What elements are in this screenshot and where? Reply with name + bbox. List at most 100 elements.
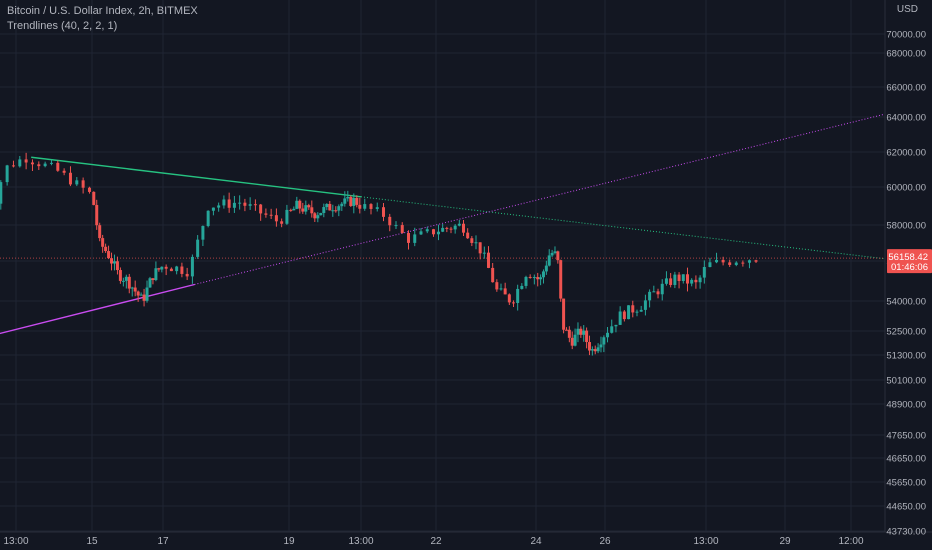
y-tick-label: 58000.00 — [886, 221, 926, 232]
candle-body — [358, 204, 362, 209]
support-trendline — [0, 283, 195, 335]
candle-body — [610, 326, 614, 333]
candle-body — [238, 202, 242, 204]
y-tick-label: 43730.00 — [886, 527, 926, 538]
candle-body — [495, 282, 499, 290]
x-tick-label: 26 — [599, 536, 611, 547]
candle-body — [127, 276, 131, 289]
candle-body — [382, 207, 385, 217]
candle-body — [579, 328, 583, 335]
candle-body — [227, 199, 231, 208]
candle-body — [400, 225, 404, 234]
candle-body — [325, 203, 329, 208]
candle-body — [721, 259, 725, 263]
candle-body — [363, 204, 367, 209]
y-tick-label: 45650.00 — [886, 478, 926, 489]
candle-body — [499, 288, 503, 290]
candle-body — [457, 223, 461, 226]
candle-body — [567, 329, 571, 338]
x-tick-label: 29 — [779, 536, 791, 547]
candle-body — [512, 302, 515, 304]
candle-body — [68, 172, 72, 185]
candle-body — [334, 210, 338, 212]
candle-body — [175, 266, 179, 272]
candle-body — [118, 270, 122, 281]
candle-body — [453, 225, 457, 230]
candle-body — [104, 246, 108, 252]
candle-body — [217, 205, 221, 208]
candle-body — [685, 274, 689, 284]
candle-body — [280, 221, 284, 224]
y-tick-label: 47650.00 — [886, 431, 926, 442]
y-tick-label: 54000.00 — [886, 297, 926, 308]
candle-body — [264, 213, 268, 215]
candle-body — [107, 251, 111, 259]
candle-body — [142, 294, 146, 301]
y-tick-label: 68000.00 — [886, 49, 926, 60]
candle-body — [432, 229, 435, 235]
candle-body — [702, 266, 706, 278]
candle-body — [516, 288, 520, 303]
candle-body — [259, 204, 263, 214]
candle-body — [95, 204, 99, 226]
candle-body — [643, 300, 647, 310]
x-tick-label: 13:00 — [693, 536, 718, 547]
candle-body — [544, 265, 548, 272]
candle-body — [576, 328, 580, 335]
x-tick-label: 19 — [283, 536, 295, 547]
candle-body — [289, 209, 293, 211]
resistance-trendline — [31, 156, 362, 198]
y-tick-label: 50100.00 — [886, 376, 926, 387]
candle-body — [285, 209, 289, 224]
candle-body — [599, 344, 603, 348]
candle-body — [627, 305, 631, 320]
candle-body — [708, 262, 712, 267]
time-scale-background — [0, 532, 932, 550]
candle-body — [18, 159, 22, 167]
x-tick-label: 13:00 — [348, 536, 373, 547]
candle-body — [180, 266, 184, 274]
candle-body — [56, 162, 60, 171]
candle-body — [310, 207, 314, 214]
candle-body — [648, 291, 652, 301]
candle-body — [728, 262, 732, 265]
candle-body — [30, 162, 34, 165]
candle-body — [741, 262, 745, 264]
candle-body — [190, 256, 194, 277]
candle-body — [698, 277, 702, 283]
candle-body — [673, 274, 677, 285]
candle-body — [596, 347, 600, 352]
candle-body — [369, 204, 373, 209]
grid-lines — [0, 0, 885, 532]
candle-body — [49, 162, 53, 164]
x-tick-label: 15 — [86, 536, 98, 547]
countdown-label: 01:46:06 — [891, 262, 928, 273]
candle-body — [124, 276, 128, 281]
candle-body — [115, 261, 119, 271]
candle-body — [462, 223, 465, 233]
candle-body — [304, 205, 308, 212]
candle-body — [547, 255, 551, 266]
last-price-tag — [887, 249, 932, 274]
candle-body — [388, 216, 392, 226]
y-tick-label: 44650.00 — [886, 502, 926, 513]
candle-body — [570, 337, 574, 346]
candle-body — [482, 252, 486, 254]
candle-body — [201, 226, 205, 240]
candle-body — [669, 278, 673, 285]
candle-body — [524, 276, 528, 286]
candle-body — [487, 252, 490, 268]
candle-body — [556, 251, 560, 261]
candle-body — [562, 298, 566, 330]
candle-body — [681, 274, 685, 282]
candle-body — [322, 207, 326, 213]
y-tick-label: 60000.00 — [886, 183, 926, 194]
candle-body — [343, 198, 347, 204]
x-tick-label: 22 — [430, 536, 442, 547]
candle-body — [313, 213, 317, 219]
candle-body — [160, 266, 164, 270]
candle-body — [98, 225, 102, 239]
last-price-label: 56158.42 — [888, 252, 928, 263]
